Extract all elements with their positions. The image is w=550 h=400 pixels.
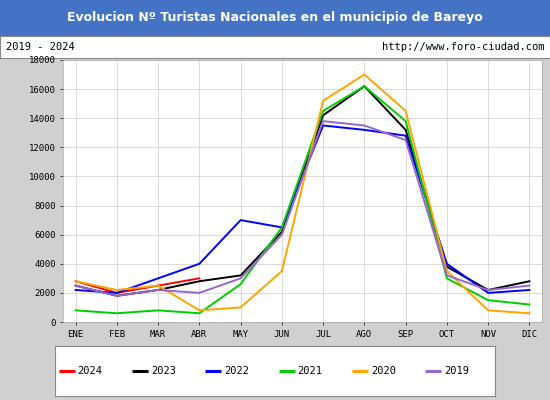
Text: Evolucion Nº Turistas Nacionales en el municipio de Bareyo: Evolucion Nº Turistas Nacionales en el m…: [67, 12, 483, 24]
Text: 2020: 2020: [371, 366, 396, 376]
Text: 2023: 2023: [151, 366, 176, 376]
Text: 2022: 2022: [224, 366, 249, 376]
Text: 2019 - 2024: 2019 - 2024: [6, 42, 74, 52]
Text: 2024: 2024: [78, 366, 103, 376]
Text: 2019: 2019: [444, 366, 469, 376]
Text: http://www.foro-ciudad.com: http://www.foro-ciudad.com: [382, 42, 544, 52]
Text: 2021: 2021: [298, 366, 323, 376]
